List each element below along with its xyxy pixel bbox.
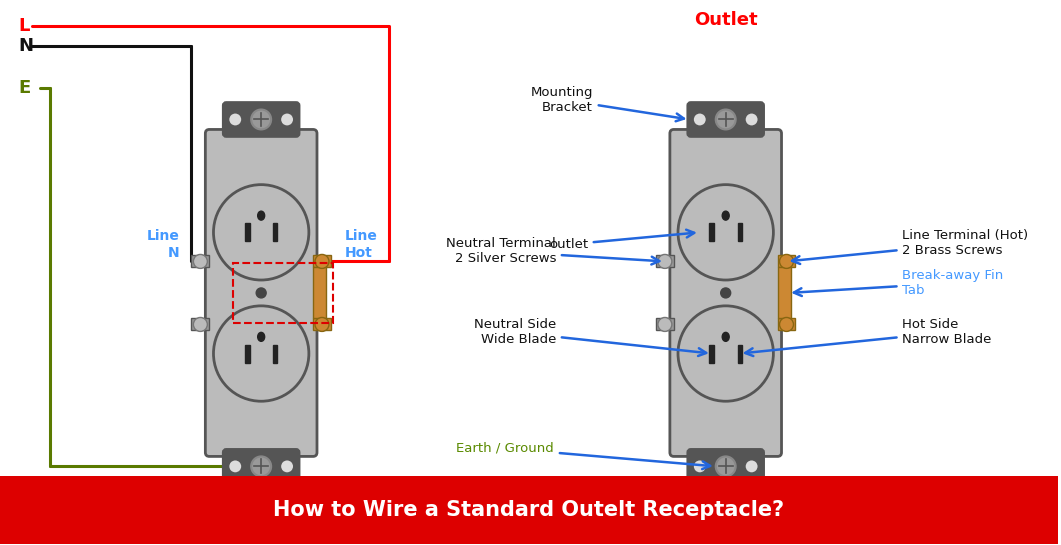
Circle shape [213, 306, 309, 401]
Text: outlet: outlet [549, 229, 694, 251]
Bar [273, 223, 277, 241]
Ellipse shape [258, 332, 264, 341]
Circle shape [745, 112, 759, 126]
Bar [191, 318, 209, 330]
FancyBboxPatch shape [688, 450, 764, 483]
Circle shape [745, 459, 759, 474]
Bar [232, 263, 333, 323]
Bar [656, 318, 674, 330]
FancyBboxPatch shape [206, 130, 317, 456]
Circle shape [228, 459, 242, 474]
Bar [313, 256, 331, 268]
Circle shape [315, 318, 329, 331]
Bar [737, 344, 742, 362]
Text: E: E [18, 78, 30, 96]
FancyBboxPatch shape [669, 130, 782, 456]
Text: Earth / Ground: Earth / Ground [456, 442, 710, 469]
Circle shape [256, 288, 266, 298]
Text: Outlet: Outlet [694, 11, 758, 29]
Text: How to Wire a Standard Outelt Receptacle?: How to Wire a Standard Outelt Receptacle… [273, 500, 784, 520]
Circle shape [193, 318, 207, 331]
Circle shape [678, 185, 773, 280]
Text: N: N [18, 37, 33, 54]
Text: Break-away Fin
Tab: Break-away Fin Tab [794, 269, 1004, 297]
Circle shape [280, 459, 294, 474]
Circle shape [780, 318, 794, 331]
Text: Line
Hot: Line Hot [345, 229, 378, 259]
Text: Mounting
Bracket: Mounting Bracket [530, 86, 684, 122]
Bar [313, 268, 327, 318]
Bar [778, 318, 796, 330]
Circle shape [693, 459, 707, 474]
Ellipse shape [723, 332, 729, 341]
Bar [0, 476, 1058, 544]
Circle shape [213, 185, 309, 280]
Circle shape [716, 456, 735, 476]
Circle shape [251, 456, 272, 476]
Text: Ground: Ground [207, 488, 264, 502]
Bar [313, 318, 331, 330]
Text: Line
N: Line N [146, 229, 179, 259]
Ellipse shape [723, 211, 729, 220]
Circle shape [693, 112, 707, 126]
Circle shape [251, 110, 272, 130]
Circle shape [193, 255, 207, 268]
Circle shape [315, 255, 329, 268]
Bar [191, 256, 209, 268]
Bar [778, 268, 792, 318]
Circle shape [228, 112, 242, 126]
Circle shape [720, 288, 731, 298]
Circle shape [658, 255, 672, 268]
Text: Neutral Side
Wide Blade: Neutral Side Wide Blade [474, 318, 707, 356]
FancyBboxPatch shape [688, 102, 764, 136]
Bar [709, 344, 714, 362]
Circle shape [678, 306, 773, 401]
Circle shape [658, 318, 672, 331]
Circle shape [280, 112, 294, 126]
Circle shape [716, 110, 735, 130]
Bar [245, 223, 249, 241]
Text: L: L [18, 17, 30, 35]
Bar [709, 223, 714, 241]
Bar [737, 223, 742, 241]
Circle shape [780, 255, 794, 268]
Bar [778, 256, 796, 268]
Ellipse shape [258, 211, 264, 220]
Text: Line Terminal (Hot)
2 Brass Screws: Line Terminal (Hot) 2 Brass Screws [793, 229, 1028, 264]
Bar [273, 344, 277, 362]
Bar [656, 256, 674, 268]
Bar [245, 344, 249, 362]
FancyBboxPatch shape [223, 450, 299, 483]
FancyBboxPatch shape [223, 102, 299, 136]
Text: Neutral Terminal
2 Silver Screws: Neutral Terminal 2 Silver Screws [447, 238, 659, 265]
Text: Hot Side
Narrow Blade: Hot Side Narrow Blade [745, 318, 992, 356]
